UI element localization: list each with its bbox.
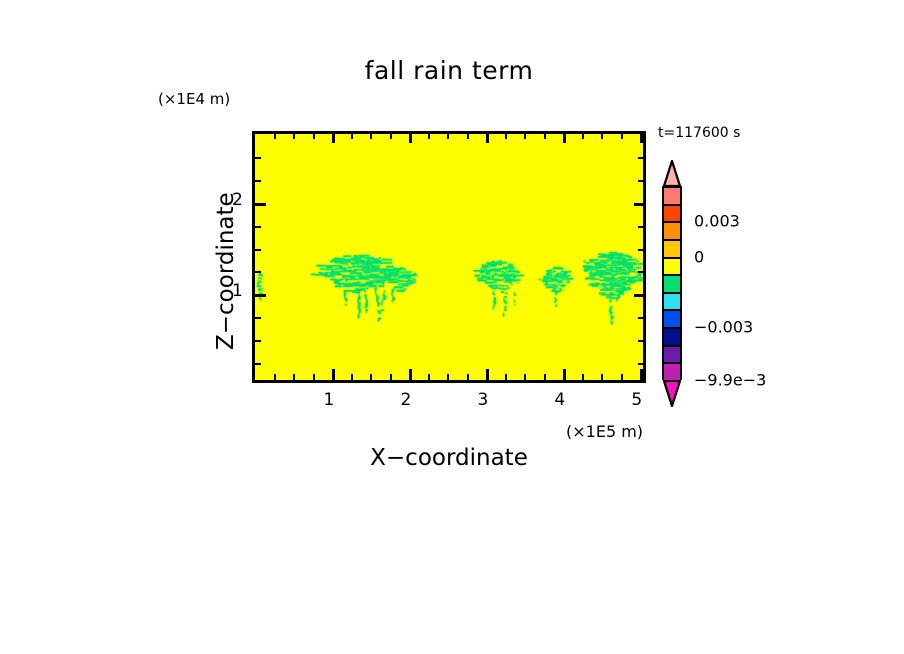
y-right-minor-tick — [638, 340, 643, 343]
x-tick-label: 5 — [631, 390, 643, 410]
x-top-minor-tick — [524, 134, 527, 139]
x-top-minor-tick — [351, 134, 354, 139]
x-minor-tick — [312, 374, 315, 380]
x-top-minor-tick — [389, 134, 392, 139]
colorbar-segment — [664, 364, 680, 382]
x-major-tick — [331, 369, 335, 380]
x-top-minor-tick — [447, 134, 450, 139]
x-tick-label: 3 — [477, 390, 489, 410]
colorbar-segment — [664, 329, 680, 347]
y-right-minor-tick — [638, 317, 643, 320]
x-minor-tick — [543, 374, 546, 380]
x-minor-tick — [293, 374, 296, 380]
x-top-minor-tick — [312, 134, 315, 139]
x-top-minor-tick — [293, 134, 296, 139]
y-right-minor-tick — [638, 363, 643, 366]
x-top-major-tick — [408, 134, 412, 143]
y-axis-unit-label: (×1E4 m) — [158, 90, 231, 108]
x-major-tick — [408, 369, 412, 380]
y-minor-tick — [255, 340, 261, 343]
colorbar[interactable] — [662, 186, 682, 382]
x-minor-tick — [620, 374, 623, 380]
x-top-major-tick — [331, 134, 335, 143]
data-field-canvas — [255, 134, 643, 380]
y-right-minor-tick — [638, 179, 643, 182]
x-top-minor-tick — [543, 134, 546, 139]
y-minor-tick — [255, 225, 261, 228]
x-top-minor-tick — [505, 134, 508, 139]
time-stamp-label: t=117600 s — [658, 125, 741, 141]
x-tick-label: 2 — [400, 390, 412, 410]
colorbar-segment — [664, 346, 680, 365]
colorbar-segment — [664, 205, 680, 224]
colorbar-segment — [664, 311, 680, 329]
x-minor-tick — [524, 374, 527, 380]
y-right-minor-tick — [638, 156, 643, 159]
x-top-minor-tick — [274, 134, 277, 139]
x-axis-title: X−coordinate — [370, 445, 528, 471]
colorbar-segment — [664, 188, 680, 206]
x-minor-tick — [447, 374, 450, 380]
y-major-tick — [255, 294, 266, 298]
colorbar-segment — [664, 276, 680, 294]
x-minor-tick — [466, 374, 469, 380]
colorbar-segment — [664, 223, 680, 241]
y-minor-tick — [255, 363, 261, 366]
x-top-minor-tick — [428, 134, 431, 139]
colorbar-segment — [664, 258, 680, 277]
y-tick-label: 2 — [232, 189, 243, 210]
colorbar-label: 0 — [694, 247, 705, 267]
x-minor-tick — [582, 374, 585, 380]
y-minor-tick — [255, 248, 261, 251]
colorbar-segment — [664, 293, 680, 312]
x-axis-unit-label: (×1E5 m) — [566, 422, 644, 441]
x-top-major-tick — [562, 134, 566, 143]
x-major-tick — [639, 369, 643, 380]
y-right-major-tick — [634, 202, 643, 206]
x-top-major-tick — [639, 134, 643, 143]
x-minor-tick — [505, 374, 508, 380]
x-top-minor-tick — [620, 134, 623, 139]
x-tick-label: 1 — [323, 390, 335, 410]
y-minor-tick — [255, 271, 261, 274]
x-major-tick — [485, 369, 489, 380]
x-minor-tick — [351, 374, 354, 380]
y-major-tick — [255, 202, 266, 206]
y-right-minor-tick — [638, 271, 643, 274]
y-right-minor-tick — [638, 225, 643, 228]
x-top-major-tick — [485, 134, 489, 143]
y-right-minor-tick — [638, 248, 643, 251]
x-top-minor-tick — [370, 134, 373, 139]
x-major-tick — [562, 369, 566, 380]
x-top-minor-tick — [466, 134, 469, 139]
page-title: fall rain term — [364, 56, 534, 85]
colorbar-label: 0.003 — [694, 211, 740, 231]
x-tick-label: 4 — [554, 390, 566, 410]
colorbar-label: −0.003 — [694, 317, 754, 337]
y-right-major-tick — [634, 294, 643, 298]
y-minor-tick — [255, 317, 261, 320]
x-minor-tick — [428, 374, 431, 380]
colorbar-segment — [664, 240, 680, 259]
x-minor-tick — [601, 374, 604, 380]
y-minor-tick — [255, 179, 261, 182]
x-minor-tick — [274, 374, 277, 380]
plot-area — [252, 131, 646, 383]
colorbar-label: −9.9e−3 — [694, 370, 767, 390]
y-axis-title: Z−coordinate — [213, 192, 239, 350]
x-minor-tick — [370, 374, 373, 380]
x-top-minor-tick — [601, 134, 604, 139]
x-top-minor-tick — [582, 134, 585, 139]
y-minor-tick — [255, 156, 261, 159]
y-tick-label: 1 — [232, 281, 243, 302]
x-minor-tick — [389, 374, 392, 380]
